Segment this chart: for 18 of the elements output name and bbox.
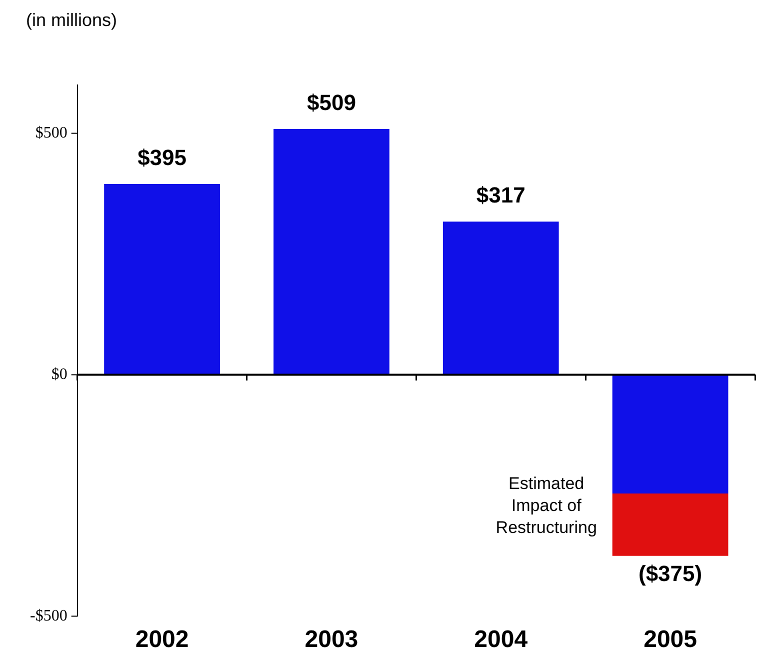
total-label: $509 (306, 90, 356, 116)
x-tick-label: 2003 (304, 626, 358, 654)
x-tick-label: 2004 (474, 626, 528, 654)
total-label: $317 (476, 182, 526, 208)
bar (612, 374, 728, 494)
y-tick-label: $500 (35, 124, 68, 142)
y-tick-label: -$500 (30, 607, 68, 624)
bar (442, 222, 559, 375)
bar (612, 494, 728, 556)
y-axis-title: (in millions) (26, 10, 118, 31)
x-tick-label: 2002 (135, 626, 189, 654)
annotation: Estimated Impact of Restructuring (496, 474, 597, 537)
bar (104, 184, 220, 375)
total-label: ($375) (638, 560, 702, 586)
x-tick-label: 2005 (644, 626, 697, 654)
total-label: $395 (138, 145, 187, 170)
bar (274, 128, 390, 375)
y-tick-label: $0 (51, 366, 68, 383)
